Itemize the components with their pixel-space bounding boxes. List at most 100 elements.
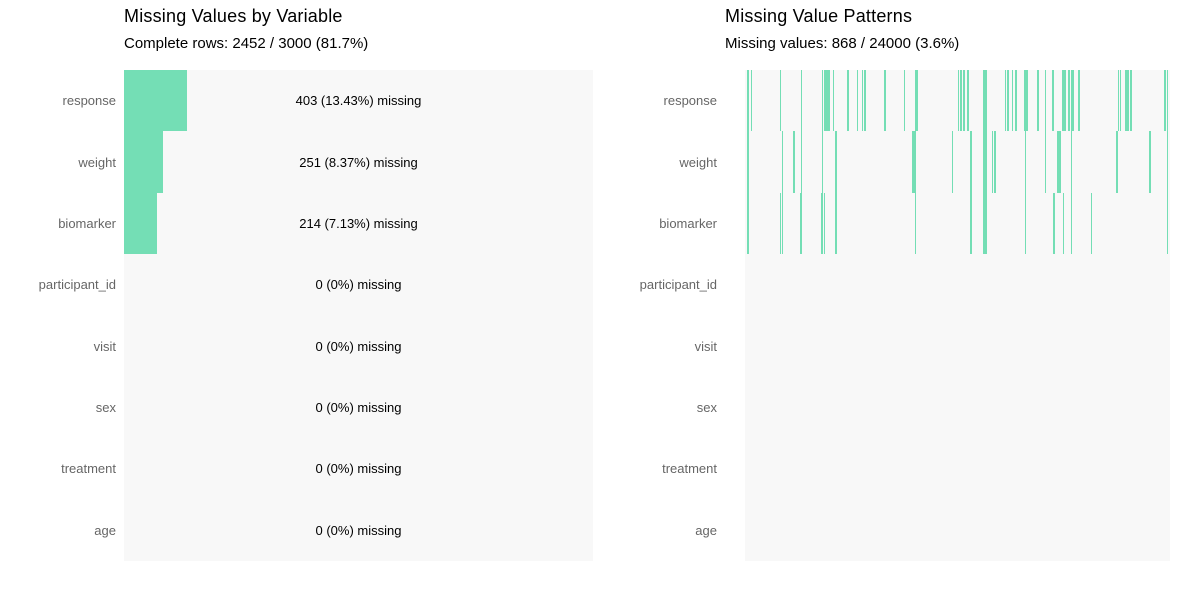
- axis-label-biomarker: biomarker: [659, 215, 717, 231]
- missing-count-label-visit: 0 (0%) missing: [315, 338, 402, 354]
- missing-tick: [1044, 131, 1047, 193]
- missing-count-label-sex: 0 (0%) missing: [315, 400, 402, 416]
- missing-tick: [800, 131, 803, 193]
- missing-tick: [1059, 131, 1062, 193]
- axis-label-response: response: [663, 93, 717, 109]
- missing-tick: [864, 70, 866, 132]
- missing-tick: [800, 70, 803, 132]
- missing-tick: [835, 131, 837, 193]
- missing-tick: [914, 70, 919, 132]
- missing-tick: [983, 131, 987, 193]
- missing-tick: [1070, 70, 1073, 132]
- missing-tick: [1072, 70, 1074, 132]
- missing-bar-weight: [124, 131, 164, 193]
- missing-tick: [1056, 131, 1059, 193]
- missing-tick: [1166, 131, 1169, 193]
- missing-tick: [1078, 70, 1080, 132]
- missing-count-label-treatment: 0 (0%) missing: [315, 461, 402, 477]
- missing-tick: [825, 70, 827, 132]
- left-chart-subtitle: Complete rows: 2452 / 3000 (81.7%): [124, 35, 369, 52]
- missing-tick: [912, 131, 916, 193]
- missing-tick: [1044, 70, 1047, 132]
- missing-count-label-response: 403 (13.43%) missing: [295, 93, 422, 109]
- missing-tick: [828, 70, 830, 132]
- missing-tick: [779, 192, 782, 255]
- axis-label-age: age: [695, 522, 717, 538]
- missing-tick: [1090, 192, 1093, 255]
- missing-tick: [957, 70, 960, 132]
- axis-label-weight: weight: [78, 154, 116, 170]
- missing-tick: [1011, 70, 1014, 132]
- axis-label-treatment: treatment: [662, 461, 717, 477]
- missing-tick: [1062, 70, 1064, 132]
- missing-tick: [994, 131, 996, 193]
- missing-tick: [821, 131, 823, 193]
- missing-tick: [747, 70, 749, 132]
- missing-tick: [1052, 70, 1054, 132]
- right-chart-subtitle: Missing values: 868 / 24000 (3.6%): [725, 35, 960, 52]
- missing-count-label-biomarker: 214 (7.13%) missing: [299, 215, 418, 231]
- missing-tick: [1024, 131, 1027, 193]
- axis-label-visit: visit: [694, 338, 717, 354]
- missing-tick: [1007, 70, 1009, 132]
- missing-count-label-weight: 251 (8.37%) missing: [299, 154, 418, 170]
- missing-tick: [847, 70, 849, 132]
- missing-tick: [781, 192, 784, 255]
- missing-tick: [1070, 192, 1073, 255]
- axis-label-weight: weight: [679, 154, 717, 170]
- missing-tick: [903, 70, 906, 132]
- right-chart-plot-area: [745, 70, 1170, 561]
- missing-tick: [951, 131, 954, 193]
- missing-tick: [747, 131, 749, 193]
- missing-tick: [856, 70, 859, 132]
- missing-count-label-age: 0 (0%) missing: [315, 522, 402, 538]
- missing-tick: [884, 70, 886, 132]
- axis-label-treatment: treatment: [61, 461, 116, 477]
- axis-label-response: response: [62, 93, 116, 109]
- missing-tick: [1024, 192, 1027, 255]
- missing-tick: [1004, 70, 1007, 132]
- missing-tick: [1024, 70, 1028, 132]
- missing-bar-response: [124, 70, 187, 132]
- missing-tick: [779, 70, 782, 132]
- missing-bar-biomarker: [124, 192, 158, 255]
- axis-label-sex: sex: [95, 400, 116, 416]
- axis-label-age: age: [94, 522, 116, 538]
- missing-tick: [832, 70, 835, 132]
- missing-tick: [1130, 70, 1132, 132]
- missing-tick: [1164, 70, 1166, 132]
- missing-tick: [1116, 131, 1118, 193]
- missing-tick: [1125, 70, 1129, 132]
- missing-tick: [970, 131, 972, 193]
- missing-tick: [823, 192, 826, 255]
- missing-tick: [747, 192, 749, 255]
- missing-tick: [793, 131, 795, 193]
- missing-tick: [861, 70, 864, 132]
- missing-tick: [823, 70, 826, 132]
- missing-tick: [1166, 70, 1169, 132]
- missing-tick: [821, 70, 823, 132]
- missing-tick: [1149, 131, 1151, 193]
- missing-tick: [835, 192, 837, 255]
- missing-tick: [750, 70, 753, 132]
- missing-tick: [1058, 131, 1060, 193]
- missing-tick: [960, 70, 962, 132]
- left-chart-title: Missing Values by Variable: [124, 6, 343, 26]
- missing-tick: [821, 192, 823, 255]
- missing-tick: [991, 131, 993, 193]
- axis-label-participant_id: participant_id: [38, 277, 116, 293]
- missing-tick: [827, 70, 829, 132]
- missing-tick: [1015, 70, 1017, 132]
- missing-tick: [983, 192, 987, 255]
- missing-tick: [1119, 70, 1122, 132]
- missing-tick: [800, 192, 802, 255]
- missing-tick: [983, 70, 987, 132]
- right-chart-title: Missing Value Patterns: [725, 6, 913, 26]
- missing-tick: [914, 192, 917, 255]
- missing-tick: [1053, 192, 1055, 255]
- missing-tick: [1037, 70, 1039, 132]
- missing-tick: [1166, 192, 1169, 255]
- missing-count-label-participant_id: 0 (0%) missing: [315, 277, 402, 293]
- axis-label-participant_id: participant_id: [639, 277, 717, 293]
